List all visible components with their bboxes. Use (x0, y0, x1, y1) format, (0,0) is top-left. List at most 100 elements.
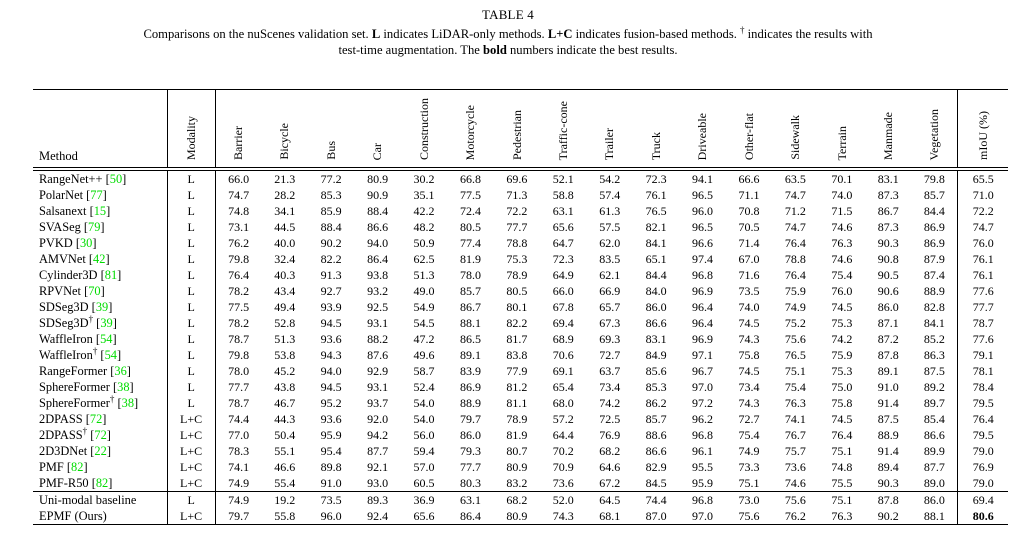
value-cell: 71.4 (738, 236, 760, 250)
value-cell: 69.4 (552, 316, 574, 330)
value-cell: 76.4 (784, 236, 806, 250)
value-cell: 68.0 (552, 396, 574, 410)
dagger-mark: † (92, 347, 98, 356)
value-cell: 75.1 (818, 491, 866, 508)
value-cell: 92.4 (354, 508, 401, 525)
citation-link[interactable]: 36 (114, 364, 127, 378)
citation-link[interactable]: 50 (109, 172, 123, 186)
column-header-miou-label: mIoU (%) (975, 111, 990, 160)
citation-link[interactable]: 77 (90, 188, 103, 202)
miou-cell: 76.1 (972, 268, 994, 282)
value-cell: 75.3 (506, 252, 528, 266)
citation-link[interactable]: 72 (89, 412, 103, 426)
value-cell: 85.4 (911, 411, 959, 427)
miou-cell: 76.9 (972, 460, 994, 474)
citation-link[interactable]: 30 (79, 236, 93, 250)
method-name: WaffleIron (39, 348, 93, 362)
value-cell: 71.2 (784, 204, 806, 218)
value-cell: 77.5 (459, 188, 481, 202)
value-cell: 88.4 (367, 204, 389, 218)
value-cell: 93.6 (320, 332, 342, 346)
modality-cell: L (167, 283, 216, 299)
value-cell: 91.4 (877, 444, 899, 458)
citation-link[interactable]: 38 (121, 396, 135, 410)
value-cell: 63.7 (599, 364, 621, 378)
column-header-bicycle-label: Bicycle (277, 123, 292, 160)
method-name: SDSeg3D (39, 316, 89, 330)
value-cell: 84.4 (911, 203, 959, 219)
value-cell: 72.3 (645, 172, 667, 186)
value-cell: 73.5 (738, 284, 760, 298)
column-header-construction: Construction (400, 89, 448, 171)
value-cell: 88.6 (645, 428, 667, 442)
caption-text: indicates fusion-based methods. (572, 27, 741, 41)
method-cell: SVASeg [79] (33, 219, 168, 235)
citation-link[interactable]: 15 (93, 204, 107, 218)
value-cell: 46.6 (274, 460, 296, 474)
value-cell: 86.0 (877, 300, 899, 314)
value-cell: 89.1 (459, 348, 481, 362)
method-cell: EPMF (Ours) (33, 508, 168, 525)
value-cell: 74.4 (632, 491, 680, 508)
value-cell: 94.1 (692, 172, 714, 186)
citation-link[interactable]: 42 (93, 252, 106, 266)
value-cell: 66.0 (228, 172, 250, 186)
value-cell: 97.1 (692, 348, 714, 362)
citation-link[interactable]: 39 (100, 316, 113, 330)
column-header-vegetation: Vegetation (911, 89, 959, 171)
value-cell: 85.7 (911, 187, 959, 203)
dagger-mark: † (82, 427, 88, 436)
value-cell: 81.2 (506, 380, 528, 394)
column-header-modality-label: Modality (183, 116, 198, 160)
value-cell: 86.9 (911, 219, 959, 235)
citation-link[interactable]: 54 (104, 348, 117, 362)
value-cell: 86.2 (645, 396, 667, 410)
table-row: RangeNet++ [50] L 66.0 21.3 77.2 80.9 30.2 66.8… (33, 169, 1008, 187)
column-header-driveable-label: Driveable (695, 112, 710, 160)
method-cell: WaffleIron† [54] (33, 347, 168, 363)
citation-link[interactable]: 82 (71, 460, 84, 474)
citation-link[interactable]: 38 (117, 380, 130, 394)
value-cell: 74.6 (784, 476, 806, 490)
citation-link[interactable]: 22 (94, 444, 107, 458)
value-cell: 93.9 (320, 300, 342, 314)
value-cell: 83.1 (877, 172, 899, 186)
value-cell: 48.2 (413, 220, 435, 234)
value-cell: 79.8 (228, 252, 250, 266)
table-caption: Comparisons on the nuScenes validation s… (0, 25, 1016, 58)
value-cell: 91.4 (877, 396, 899, 410)
table-row: 2DPASS† [72] L+C 77.0 50.4 95.9 94.2 56.0 86.0 8… (33, 427, 1008, 443)
table-row: 2D3DNet [22] L+C 78.3 55.1 95.4 87.7 59.4 79.3 8… (33, 443, 1008, 459)
value-cell: 96.2 (692, 412, 714, 426)
value-cell: 74.9 (784, 300, 806, 314)
value-cell: 96.9 (692, 332, 714, 346)
value-cell: 89.9 (911, 443, 959, 459)
method-cell: PVKD [30] (33, 235, 168, 251)
value-cell: 79.7 (459, 412, 481, 426)
value-cell: 96.8 (692, 428, 714, 442)
citation-link[interactable]: 81 (104, 268, 118, 282)
value-cell: 89.3 (354, 491, 401, 508)
citation-link[interactable]: 39 (95, 300, 109, 314)
value-cell: 91.0 (877, 380, 899, 394)
value-cell: 94.0 (320, 364, 342, 378)
citation-link[interactable]: 82 (95, 476, 109, 490)
citation-link[interactable]: 79 (88, 220, 101, 234)
value-cell: 87.8 (865, 491, 912, 508)
value-cell: 94.3 (320, 348, 342, 362)
value-cell: 44.5 (274, 220, 296, 234)
value-cell: 87.5 (911, 363, 959, 379)
value-cell: 96.0 (307, 508, 355, 525)
value-cell: 89.8 (320, 460, 342, 474)
column-header-bus-label: Bus (323, 141, 338, 160)
value-cell: 88.9 (911, 283, 959, 299)
citation-link[interactable]: 54 (100, 332, 113, 346)
column-header-terrain: Terrain (818, 89, 866, 171)
value-cell: 88.4 (320, 220, 342, 234)
value-cell: 93.7 (367, 396, 389, 410)
value-cell: 90.9 (367, 188, 389, 202)
citation-link[interactable]: 72 (94, 428, 107, 442)
modality-cell: L+C (167, 475, 216, 492)
citation-link[interactable]: 70 (88, 284, 101, 298)
value-cell: 75.8 (831, 396, 853, 410)
